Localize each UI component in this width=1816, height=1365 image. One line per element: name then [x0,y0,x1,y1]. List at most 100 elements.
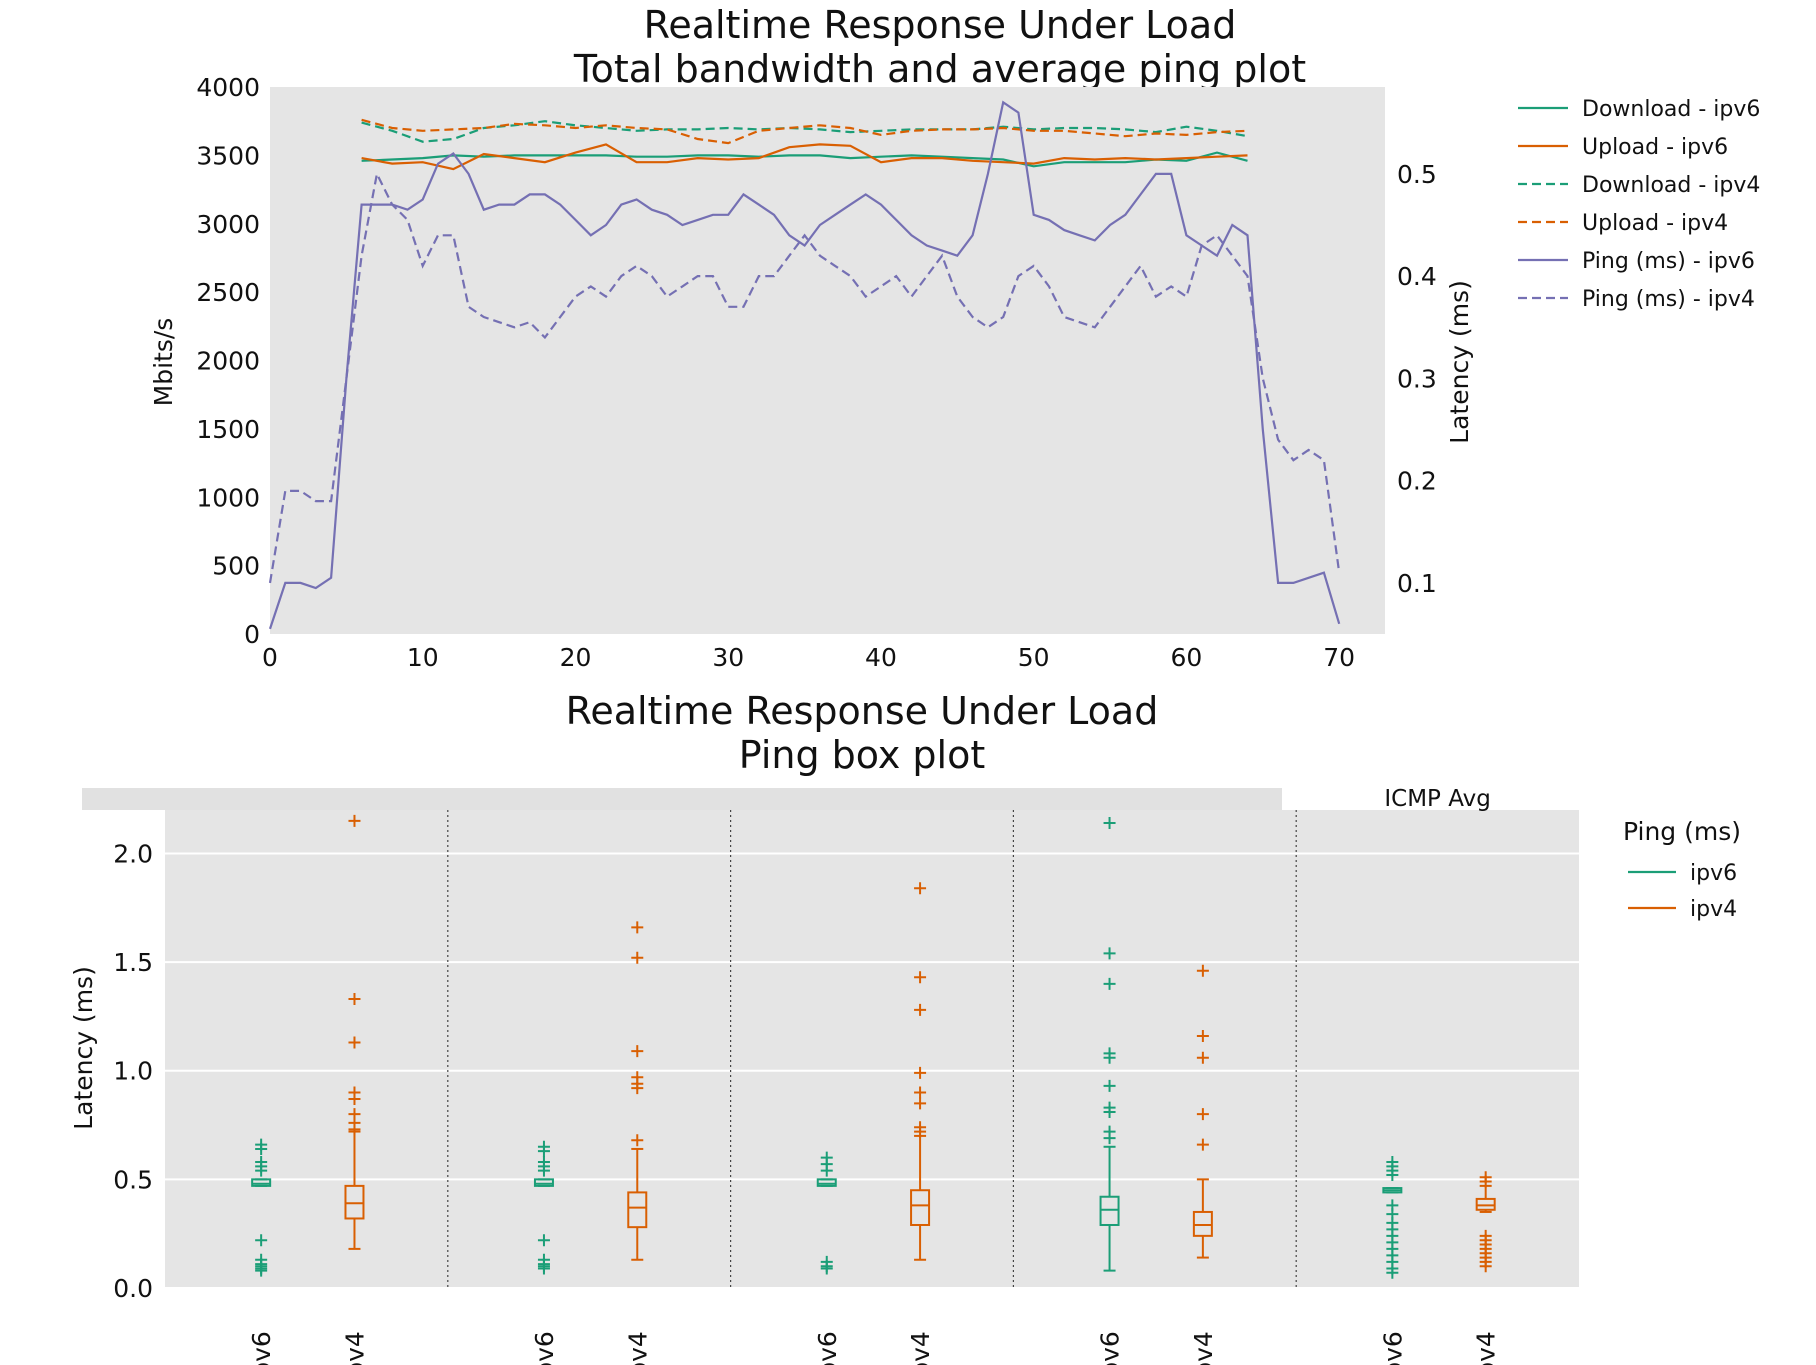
y-tick-label: 1500 [196,415,260,444]
flier [537,1145,550,1158]
flier [537,1262,550,1275]
legend: Ping (ms) ipv6 ipv4 [1623,817,1741,922]
series-line [361,151,1248,168]
redacted-header [82,788,1282,810]
y-tick-label: 500 [212,552,260,581]
y-tick-label: 0.5 [113,1165,153,1194]
flier [348,1092,361,1105]
series-line [268,170,1341,584]
x-tick-label: ipv4 [623,1331,652,1365]
flier [1196,1138,1209,1151]
series-line [361,118,1248,145]
box-ipv4 [344,814,365,1250]
x-tick-label: 50 [1018,643,1050,672]
flier [1103,947,1116,960]
flier [1196,1108,1209,1121]
series-lines [268,100,1341,630]
x-tick-label: ipv6 [813,1331,842,1365]
series-line [361,143,1248,171]
legend-label: Upload - ipv4 [1582,211,1728,236]
box-ipv6 [251,1138,272,1277]
flier [348,1036,361,1049]
x-tick-label: 70 [1323,643,1355,672]
chart-title: Realtime Response Under Load [644,3,1237,47]
flier [914,1066,927,1079]
box-ipv4 [627,921,648,1261]
flier [1479,1175,1492,1188]
x-tick-label: 30 [712,643,744,672]
box-ipv4 [1192,964,1213,1259]
flier [820,1164,833,1177]
flier [631,921,644,934]
flier [631,951,644,964]
flier [1103,1079,1116,1092]
x-tick-label: ipv6 [530,1331,559,1365]
legend-label: ipv6 [1690,861,1737,886]
y-tick-label: 1.5 [113,948,153,977]
flier [1103,1106,1116,1119]
flier [914,1097,927,1110]
flier [631,1082,644,1095]
flier [1196,964,1209,977]
series-line [361,120,1248,143]
plot-area [270,87,1385,634]
x-tick-label: ipv6 [247,1331,276,1365]
flier [1103,817,1116,830]
box-iqr [627,1191,648,1229]
y-axis-label: Latency (ms) [69,966,98,1130]
flier [1386,1169,1399,1182]
y2-tick-label: 0.4 [1397,262,1437,291]
box-iqr [344,1184,365,1220]
box-ipv4 [1475,1171,1496,1273]
chart-subtitle: Total bandwidth and average ping plot [573,47,1306,91]
y2-axis-label: Latency (ms) [1445,280,1474,444]
box-ipv6 [1382,1155,1403,1279]
legend-title: Ping (ms) [1623,817,1741,846]
flier [1479,1260,1492,1273]
flier [255,1142,268,1155]
grid: 0.0 0.5 1.0 1.5 2.0 [113,810,1579,1303]
chart-title: Realtime Response Under Load [566,689,1159,733]
box-iqr [1475,1197,1496,1211]
legend: Download - ipv6 Upload - ipv6 Download - i… [1518,97,1760,312]
boxes: ipv6 ipv4 ipv6 ipv4 ipv6 ipv4 ipv6 ipv4 ICMP Avg… [247,786,1501,1365]
flier [631,1134,644,1147]
legend-label: Upload - ipv6 [1582,135,1728,160]
box-ipv6 [816,1151,837,1275]
box-ipv4 [910,882,931,1261]
flier [1196,1051,1209,1064]
group-header: ICMP Avg [1384,786,1490,812]
flier [537,1164,550,1177]
plot-area [165,810,1579,1288]
x-tick-label: ipv4 [1472,1331,1501,1365]
x-tick-label: 20 [560,643,592,672]
series-line [268,100,1341,630]
flier [255,1264,268,1277]
y-tick-label: 2.0 [113,839,153,868]
x-tick-label: ipv4 [1189,1331,1218,1365]
flier [631,1045,644,1058]
y-tick-label: 1000 [196,483,260,512]
x-tick-label: 10 [407,643,439,672]
y2-tick-label: 0.2 [1397,467,1437,496]
ping-box-chart: Realtime Response Under Load Ping box pl… [69,689,1741,1365]
flier [348,1123,361,1136]
y-tick-label: 0 [244,620,260,649]
y-tick-label: 0.0 [113,1274,153,1303]
x-tick-label: 0 [262,643,278,672]
x-tick-label: 40 [865,643,897,672]
y-tick-label: 2000 [196,347,260,376]
y-tick-label: 3500 [196,141,260,170]
flier [820,1262,833,1275]
x-tick-label: ipv4 [340,1331,369,1365]
y-tick-label: 3000 [196,210,260,239]
x-tick-label: ipv6 [1378,1331,1407,1365]
legend-label: Download - ipv6 [1582,97,1760,122]
box-iqr [1192,1210,1213,1237]
y-tick-label: 1.0 [113,1057,153,1086]
flier [914,882,927,895]
y-axis-label: Mbits/s [149,318,178,407]
flier [255,1234,268,1247]
axis-ticks: 0 10 20 30 40 50 60 70 0 500 1000 1500 2000 2500 3000 3… [196,73,1436,672]
